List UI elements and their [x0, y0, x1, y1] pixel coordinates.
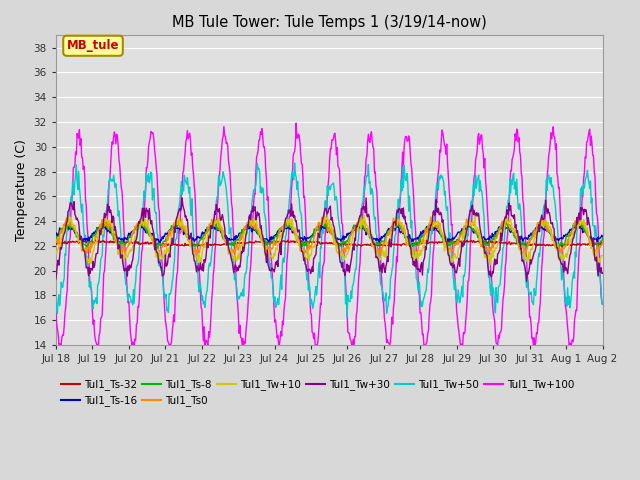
Legend: Tul1_Ts-32, Tul1_Ts-16, Tul1_Ts-8, Tul1_Ts0, Tul1_Tw+10, Tul1_Tw+30, Tul1_Tw+50,: Tul1_Ts-32, Tul1_Ts-16, Tul1_Ts-8, Tul1_…: [61, 380, 574, 407]
Text: MB_tule: MB_tule: [67, 39, 119, 52]
Title: MB Tule Tower: Tule Temps 1 (3/19/14-now): MB Tule Tower: Tule Temps 1 (3/19/14-now…: [172, 15, 486, 30]
Y-axis label: Temperature (C): Temperature (C): [15, 139, 28, 241]
